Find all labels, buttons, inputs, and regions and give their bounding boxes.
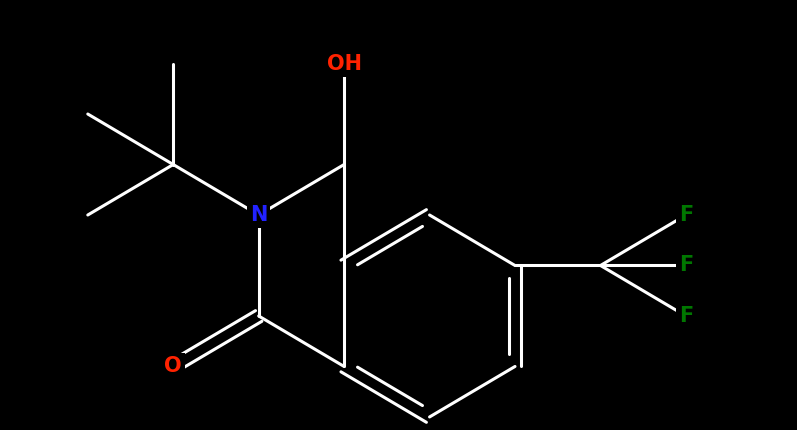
Text: N: N <box>250 205 267 225</box>
Text: OH: OH <box>327 53 362 74</box>
Text: F: F <box>679 205 693 225</box>
Text: O: O <box>164 356 182 377</box>
Text: F: F <box>679 255 693 276</box>
Text: F: F <box>679 306 693 326</box>
